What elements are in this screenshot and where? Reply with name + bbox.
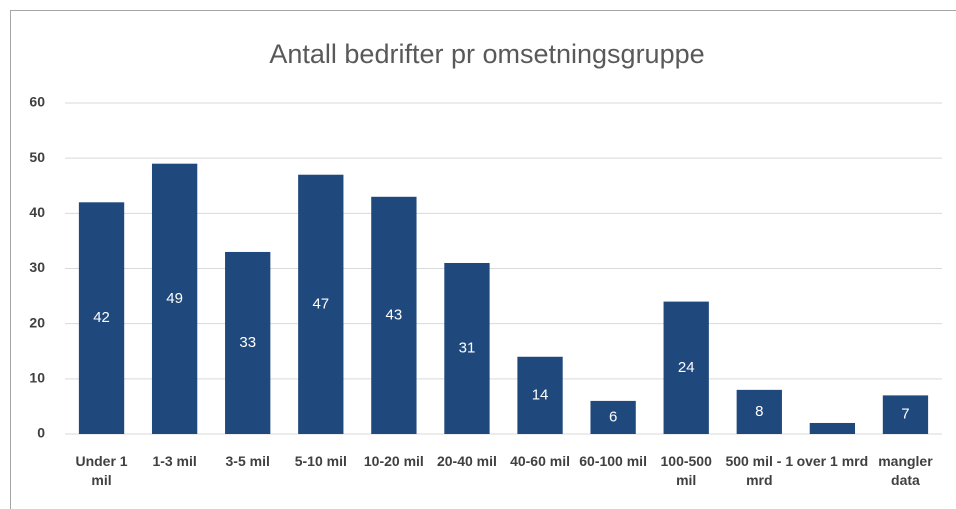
bar bbox=[151, 163, 198, 434]
bar bbox=[225, 251, 271, 434]
x-tick-label: 60-100 mil bbox=[579, 453, 647, 469]
y-tick-label: 50 bbox=[29, 149, 45, 165]
data-label: 49 bbox=[166, 290, 183, 307]
data-label: 47 bbox=[312, 295, 329, 312]
x-tick-label: 10-20 mil bbox=[363, 453, 424, 469]
bar bbox=[371, 196, 417, 434]
data-label: 7 bbox=[901, 406, 909, 423]
bar bbox=[298, 174, 344, 434]
data-label: 24 bbox=[678, 359, 695, 376]
x-tick-label: 500 mil - 1 mrd bbox=[725, 453, 794, 488]
x-tick-label: 40-60 mil bbox=[510, 453, 570, 469]
bar bbox=[736, 389, 782, 434]
x-tick-label: 20-40 mil bbox=[436, 453, 497, 469]
x-tick-label: over 1 mrd bbox=[796, 453, 869, 469]
bar bbox=[78, 202, 125, 434]
x-tick-label: Under 1 mil bbox=[75, 453, 128, 488]
x-tick-label: 5-10 mil bbox=[294, 453, 347, 469]
chart-border bbox=[10, 10, 956, 509]
y-tick-label: 60 bbox=[29, 94, 45, 110]
data-label: 14 bbox=[532, 386, 549, 403]
data-label: 33 bbox=[239, 334, 256, 351]
data-label: 6 bbox=[609, 408, 617, 425]
bar bbox=[444, 262, 490, 434]
data-label: 42 bbox=[93, 309, 110, 326]
data-label: 8 bbox=[755, 403, 763, 420]
chart-title: Antall bedrifter pr omsetningsgruppe bbox=[269, 39, 704, 69]
data-label: 43 bbox=[386, 306, 403, 323]
bar bbox=[590, 400, 636, 434]
data-label: 31 bbox=[459, 339, 476, 356]
bar bbox=[882, 395, 929, 434]
x-tick-label: mangler data bbox=[878, 453, 933, 488]
x-tick-label: 100-500 mil bbox=[660, 453, 712, 488]
bar bbox=[809, 422, 856, 434]
y-tick-label: 40 bbox=[29, 204, 45, 220]
bar bbox=[517, 356, 563, 434]
y-tick-label: 10 bbox=[29, 370, 45, 386]
x-tick-label: 1-3 mil bbox=[152, 453, 197, 469]
y-tick-label: 20 bbox=[29, 314, 45, 330]
y-tick-label: 30 bbox=[29, 259, 45, 275]
y-tick-label: 0 bbox=[37, 425, 45, 441]
bar bbox=[663, 301, 709, 434]
x-tick-label: 3-5 mil bbox=[225, 453, 270, 469]
